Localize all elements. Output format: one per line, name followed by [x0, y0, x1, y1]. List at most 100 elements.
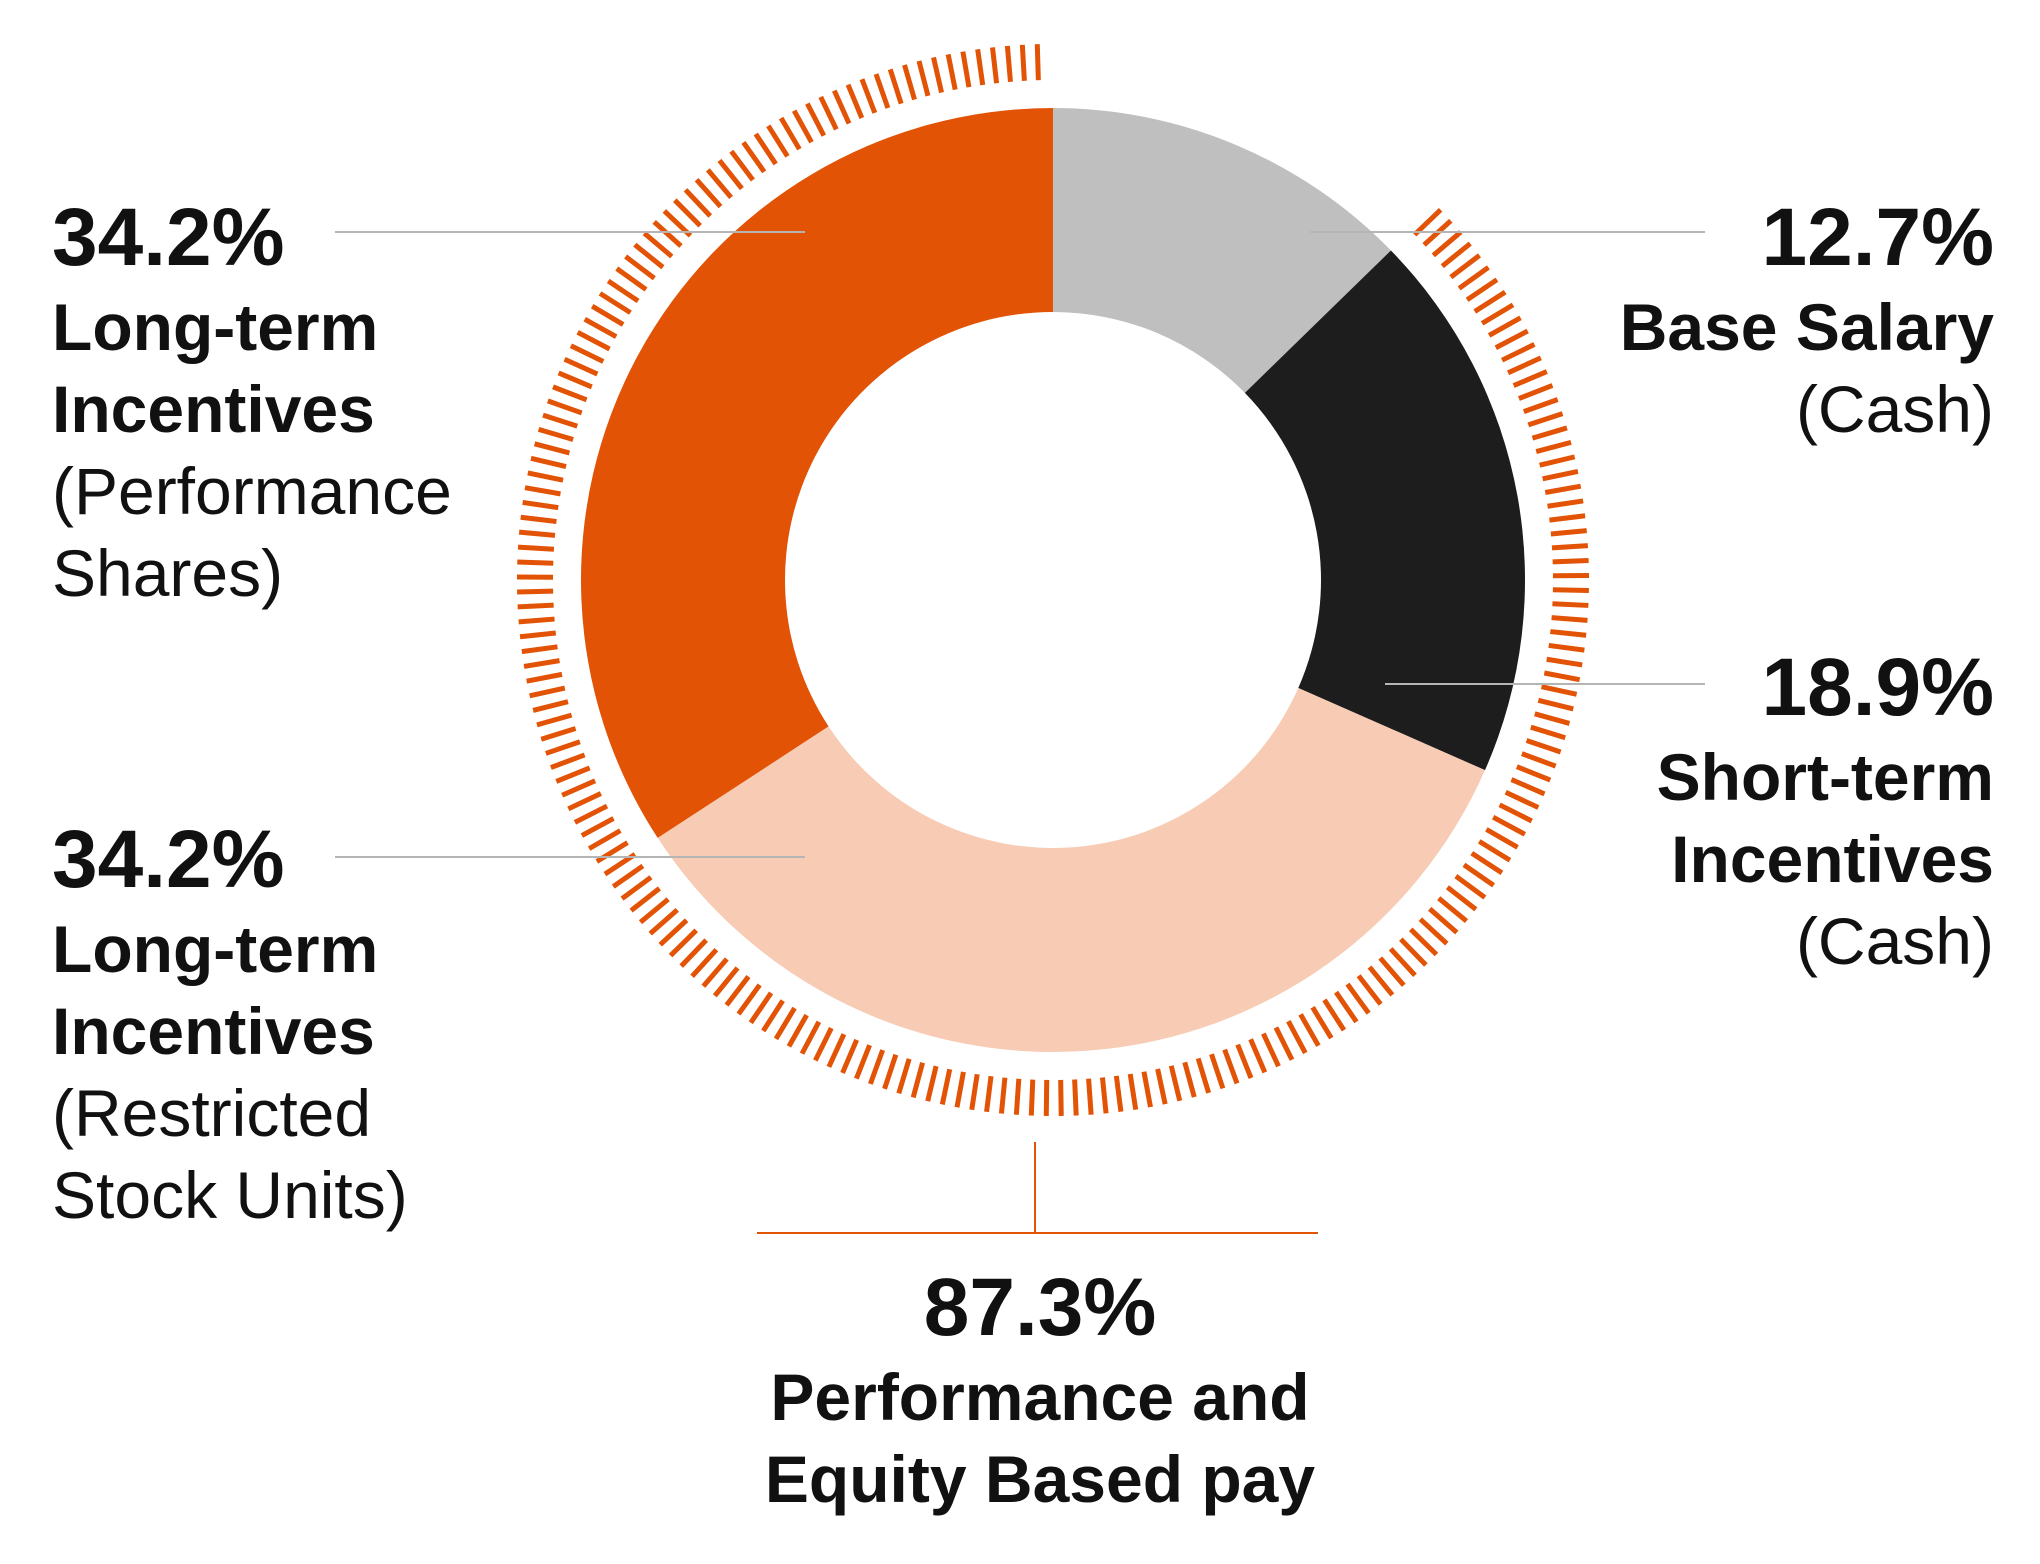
slice-sub-base-salary: (Cash) — [1795, 372, 1994, 446]
bracket-tick — [642, 231, 674, 259]
bracket-tick — [701, 957, 729, 988]
bracket-tick — [1378, 956, 1406, 987]
bracket-tick — [826, 1033, 847, 1068]
slice-label-short-term: 18.9% Short-term Incentives (Cash) — [1474, 640, 1994, 982]
bracket-tick — [1418, 917, 1449, 946]
slice-sub-long-term-rsu: (Restricted Stock Units) — [52, 1076, 408, 1232]
bracket-tick — [1477, 839, 1512, 863]
bracket-tick — [1534, 711, 1571, 726]
bracket-tick — [1550, 528, 1587, 537]
bracket-tick — [633, 242, 665, 270]
bracket-tick — [1504, 789, 1540, 810]
bracket-tick — [1298, 1013, 1321, 1047]
bracket-tick — [1445, 885, 1478, 912]
bracket-tick — [1286, 1019, 1308, 1055]
bracket-tick — [552, 384, 588, 403]
bracket-tick — [960, 51, 972, 88]
bracket-tick — [1273, 1026, 1295, 1061]
bracket-tick — [1512, 369, 1548, 388]
bracket-tick — [1510, 777, 1546, 797]
bottom-bracket — [757, 1142, 1318, 1234]
slice-value-base-salary: 12.7% — [1761, 192, 1994, 283]
bracket-tick — [896, 1058, 912, 1095]
bracket-tick — [658, 918, 689, 947]
bracket-tick — [1449, 253, 1482, 280]
bracket-tick — [679, 938, 708, 968]
bracket-tick — [925, 1065, 939, 1102]
bracket-tick — [813, 1027, 834, 1062]
slice-value-long-term-rsu: 34.2% — [52, 814, 285, 905]
bracket-tick — [1480, 302, 1515, 326]
bracket-tick — [969, 1073, 980, 1111]
bracket-tick — [1551, 543, 1589, 551]
bracket-tick — [939, 1068, 953, 1105]
bracket-tick — [1500, 342, 1536, 363]
bracket-tick — [569, 343, 605, 364]
bracket-tick — [1322, 998, 1347, 1032]
bracket-tick — [805, 102, 827, 137]
bracket-tick — [567, 791, 602, 812]
bracket-tick — [606, 278, 640, 304]
bracket-tick — [1345, 982, 1371, 1015]
slice-short-term-incentives — [1244, 250, 1525, 771]
bracket-tick — [668, 928, 699, 958]
bracket-tick — [1408, 927, 1439, 957]
bracket-tick — [561, 778, 597, 798]
bracket-tick — [529, 685, 566, 699]
bracket-tick — [736, 983, 762, 1016]
bracket-tick — [526, 671, 563, 684]
bracket-tick — [555, 765, 591, 784]
bracket-tick — [778, 116, 802, 151]
slice-name-long-term-performance: Long-term Incentives — [52, 290, 379, 446]
bracket-tick — [1261, 1032, 1281, 1068]
bracket-tick — [563, 356, 599, 377]
bracket-tick — [527, 470, 564, 483]
bracket-tick — [910, 1062, 925, 1099]
bracket-tick — [1494, 328, 1529, 350]
bracket-tick — [1127, 1073, 1139, 1110]
bracket-tick — [1248, 1038, 1268, 1074]
bracket-tick — [517, 544, 555, 552]
slice-name-long-term-rsu: Long-term Incentives — [52, 912, 379, 1068]
bracket-tick — [524, 485, 561, 497]
bracket-tick — [1470, 851, 1504, 875]
bracket-tick — [902, 64, 917, 101]
bracket-tick — [1465, 277, 1499, 302]
bracket-tick — [1168, 1065, 1183, 1102]
bracket-tick — [694, 178, 723, 209]
bracket-tick — [741, 140, 767, 174]
bracket-tick — [611, 863, 645, 889]
bracket-tick — [1013, 1078, 1022, 1115]
bracket-tick — [598, 291, 632, 315]
slice-value-long-term-performance: 34.2% — [52, 192, 285, 283]
bracket-tick — [557, 370, 593, 390]
bracket-tick — [791, 109, 814, 144]
bracket-tick — [1367, 965, 1395, 997]
bracket-tick — [1531, 425, 1568, 441]
bracket-tick — [990, 47, 1000, 84]
bracket-tick — [705, 168, 733, 200]
bracket-tick — [748, 991, 774, 1025]
bracket-tick — [1086, 1078, 1094, 1115]
bracket-tick — [984, 1075, 994, 1113]
slice-sub-short-term: (Cash) — [1795, 904, 1994, 978]
bracket-tick — [1548, 642, 1585, 653]
bracket-tick — [717, 158, 744, 191]
bracket-tick — [832, 89, 852, 125]
bracket-tick — [729, 149, 755, 182]
bracket-tick — [1058, 1079, 1064, 1116]
donut-slices — [581, 108, 1525, 1052]
bracket-tick — [518, 529, 556, 538]
slice-label-long-term-rsu: 34.2% Long-term Incentives (Restricted S… — [52, 812, 572, 1236]
bracket-tick — [1473, 290, 1507, 314]
bracket-tick — [1141, 1071, 1153, 1108]
bracket-tick — [786, 1013, 809, 1048]
bracket-tick — [1542, 469, 1579, 482]
slice-sub-long-term-performance: (Performance Shares) — [52, 454, 452, 610]
bracket-tick — [1491, 814, 1527, 837]
bracket-tick — [615, 266, 648, 292]
bracket-tick — [1113, 1075, 1124, 1112]
bracket-tick — [522, 499, 559, 511]
bracket-tick — [954, 1071, 966, 1108]
